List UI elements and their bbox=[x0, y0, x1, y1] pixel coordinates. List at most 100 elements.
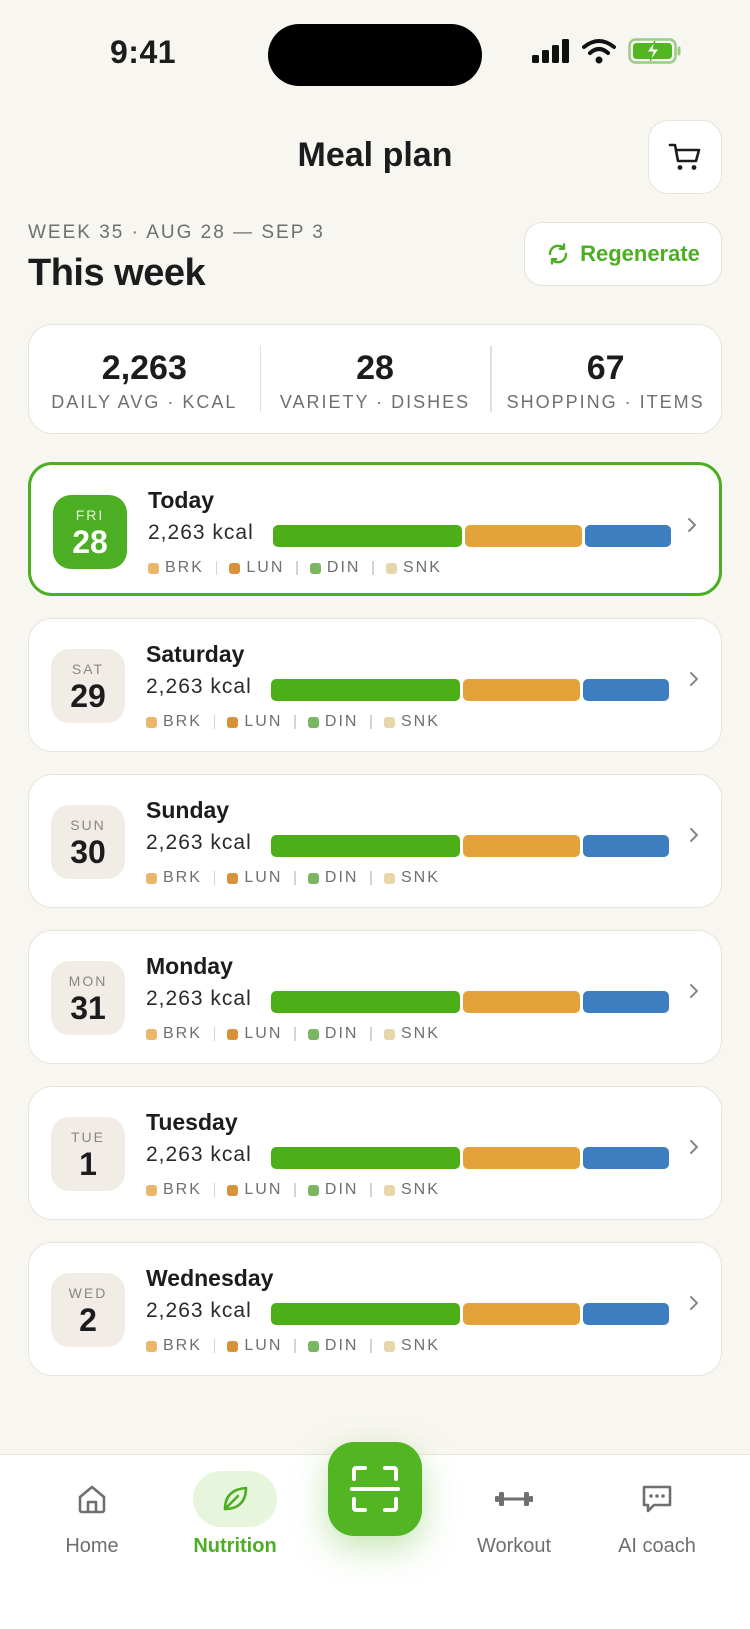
signal-icon bbox=[532, 39, 569, 63]
legend-brk: BRK bbox=[146, 869, 202, 887]
bar-segment-lun bbox=[462, 1303, 580, 1325]
legend-divider bbox=[294, 1027, 296, 1041]
date-badge: SUN 30 bbox=[51, 805, 125, 879]
scan-icon bbox=[350, 1466, 400, 1512]
legend-label: LUN bbox=[244, 1337, 283, 1354]
legend-lun: LUN bbox=[229, 559, 284, 577]
legend-divider bbox=[370, 715, 372, 729]
stat-value: 2,263 bbox=[101, 348, 187, 387]
legend-divider bbox=[213, 1027, 216, 1041]
chat-icon bbox=[642, 1485, 672, 1513]
legend-divider bbox=[372, 561, 374, 575]
badge-weekday: SAT bbox=[71, 661, 105, 677]
meal-bar bbox=[271, 835, 670, 857]
badge-weekday: MON bbox=[68, 973, 108, 989]
legend-label: LUN bbox=[246, 559, 285, 576]
day-card-today[interactable]: FRI 28 Today 2,263 kcal BRK LUN DIN SNK bbox=[28, 462, 722, 596]
legend-din: DIN bbox=[307, 1181, 359, 1199]
legend-din: DIN bbox=[307, 713, 359, 731]
chevron-right-icon bbox=[690, 828, 698, 842]
bar-segment-din bbox=[271, 835, 460, 857]
chevron-right-icon bbox=[688, 518, 696, 532]
legend-divider bbox=[215, 561, 218, 575]
legend-label: DIN bbox=[324, 1025, 359, 1042]
legend-brk: BRK bbox=[146, 1025, 202, 1043]
legend-lun: LUN bbox=[227, 1025, 282, 1043]
legend-label: SNK bbox=[400, 713, 440, 730]
meal-bar bbox=[271, 991, 670, 1013]
date-badge: SAT 29 bbox=[51, 649, 125, 723]
tab-home[interactable]: Home bbox=[22, 1455, 162, 1558]
meal-legend: BRK LUN DIN SNK bbox=[146, 713, 440, 731]
day-card-tuesday[interactable]: TUE 1 Tuesday 2,263 kcal BRK LUN DIN SNK bbox=[28, 1086, 722, 1220]
section-title: This week bbox=[28, 252, 206, 294]
day-card-monday[interactable]: MON 31 Monday 2,263 kcal BRK LUN DIN SNK bbox=[28, 930, 722, 1064]
date-badge: FRI 28 bbox=[53, 495, 127, 569]
tab-label: Workout bbox=[476, 1535, 552, 1557]
legend-label: LUN bbox=[244, 869, 283, 886]
badge-weekday: WED bbox=[68, 1285, 108, 1301]
bar-segment-snk bbox=[582, 1147, 670, 1169]
legend-divider bbox=[294, 715, 296, 729]
regenerate-label: Regenerate bbox=[580, 241, 700, 266]
tab-ai-coach[interactable]: AI coach bbox=[587, 1455, 727, 1558]
bar-segment-lun bbox=[462, 835, 580, 857]
legend-label: SNK bbox=[400, 869, 440, 886]
status-icons bbox=[532, 38, 682, 64]
stat-variety: 28 VARIETY · DISHES bbox=[259, 345, 491, 413]
legend-label: BRK bbox=[165, 559, 204, 576]
dumbbell-icon bbox=[495, 1492, 533, 1506]
badge-date: 2 bbox=[79, 1302, 97, 1338]
bar-segment-lun bbox=[462, 991, 580, 1013]
day-name: Sunday bbox=[146, 797, 230, 823]
legend-snk: SNK bbox=[383, 869, 440, 887]
date-badge: WED 2 bbox=[51, 1273, 125, 1347]
chevron-right-icon bbox=[690, 672, 698, 686]
day-card-wednesday[interactable]: WED 2 Wednesday 2,263 kcal BRK LUN DIN S… bbox=[28, 1242, 722, 1376]
cart-button[interactable] bbox=[648, 120, 722, 194]
stat-shopping: 67 SHOPPING · ITEMS bbox=[490, 345, 721, 413]
legend-label: BRK bbox=[163, 869, 202, 886]
legend-label: DIN bbox=[326, 559, 361, 576]
tab-nutrition[interactable]: Nutrition bbox=[165, 1455, 305, 1558]
bar-segment-snk bbox=[584, 525, 672, 547]
legend-din: DIN bbox=[309, 559, 361, 577]
stat-label: SHOPPING · ITEMS bbox=[506, 391, 705, 412]
legend-label: SNK bbox=[402, 559, 442, 576]
legend-label: BRK bbox=[163, 1025, 202, 1042]
legend-divider bbox=[370, 1183, 372, 1197]
tab-icon-wrap bbox=[193, 1471, 277, 1527]
day-card-sunday[interactable]: SUN 30 Sunday 2,263 kcal BRK LUN DIN SNK bbox=[28, 774, 722, 908]
badge-date: 30 bbox=[70, 834, 106, 870]
legend-divider bbox=[294, 1183, 296, 1197]
tab-label: AI coach bbox=[618, 1535, 696, 1557]
meal-bar bbox=[271, 1303, 670, 1325]
legend-divider bbox=[370, 871, 372, 885]
bar-segment-snk bbox=[582, 679, 670, 701]
legend-label: LUN bbox=[244, 713, 283, 730]
regenerate-button[interactable]: Regenerate bbox=[524, 222, 722, 286]
legend-divider bbox=[370, 1339, 372, 1353]
day-card-saturday[interactable]: SAT 29 Saturday 2,263 kcal BRK LUN DIN S… bbox=[28, 618, 722, 752]
legend-label: BRK bbox=[163, 1181, 202, 1198]
date-badge: TUE 1 bbox=[51, 1117, 125, 1191]
legend-label: SNK bbox=[400, 1181, 440, 1198]
day-name: Tuesday bbox=[146, 1109, 238, 1135]
chevron-right-icon bbox=[690, 1140, 698, 1154]
page-title: Meal plan bbox=[297, 136, 453, 174]
tab-label: Nutrition bbox=[193, 1535, 277, 1557]
badge-weekday: FRI bbox=[75, 507, 105, 523]
home-icon bbox=[78, 1485, 106, 1514]
badge-date: 29 bbox=[70, 678, 106, 714]
tab-workout[interactable]: Workout bbox=[444, 1455, 584, 1558]
legend-snk: SNK bbox=[383, 1025, 440, 1043]
bar-segment-lun bbox=[462, 679, 580, 701]
legend-din: DIN bbox=[307, 1337, 359, 1355]
stat-value: 28 bbox=[356, 348, 394, 387]
refresh-icon bbox=[548, 243, 568, 265]
legend-din: DIN bbox=[307, 869, 359, 887]
stat-label: DAILY AVG · KCAL bbox=[51, 391, 238, 412]
chevron-right-icon bbox=[690, 1296, 698, 1310]
day-kcal: 2,263 kcal bbox=[146, 987, 252, 1010]
scan-button[interactable] bbox=[328, 1442, 422, 1536]
